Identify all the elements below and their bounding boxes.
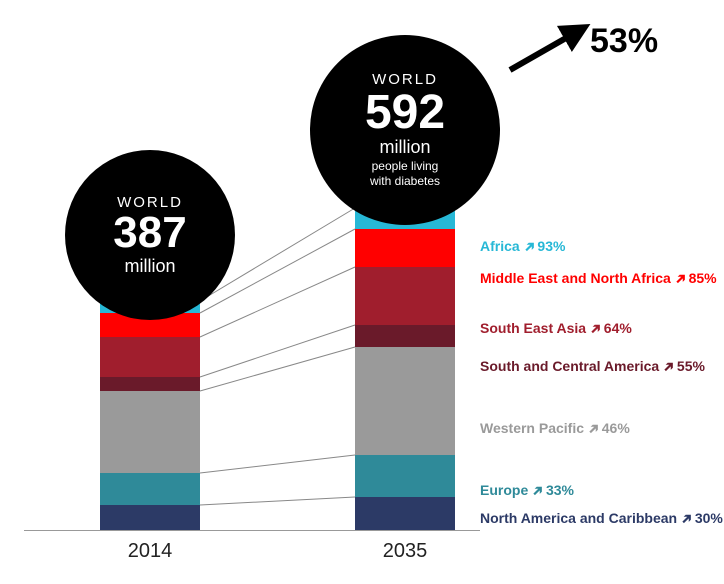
growth-percent: 53%: [590, 22, 658, 61]
legend-mena-pct: 85%: [689, 270, 717, 286]
year-2035: 2035: [355, 540, 455, 563]
legend-sca-pct: 55%: [677, 358, 705, 374]
legend-eur-label: Europe: [480, 482, 528, 498]
seg-sea: [355, 267, 455, 325]
legend-sea-label: South East Asia: [480, 320, 586, 336]
legend-sea-pct: 64%: [604, 320, 632, 336]
legend-nac: North America and Caribbean➔30%: [480, 510, 723, 527]
legend-sea: South East Asia➔64%: [480, 320, 632, 337]
bar-2014: [100, 295, 200, 530]
legend-afr: Africa➔93%: [480, 238, 565, 255]
x-axis: [24, 530, 480, 531]
legend-mena: Middle East and North Africa➔85%: [480, 270, 717, 287]
seg-wpac: [355, 347, 455, 455]
seg-sca: [100, 377, 200, 391]
circle-2014-number: 387: [113, 210, 186, 256]
seg-nac: [100, 505, 200, 530]
legend-eur: Europe➔33%: [480, 482, 574, 499]
legend-nac-label: North America and Caribbean: [480, 510, 677, 526]
seg-eur: [355, 455, 455, 497]
legend-wpac: Western Pacific➔46%: [480, 420, 630, 437]
seg-nac: [355, 497, 455, 530]
year-2014: 2014: [100, 540, 200, 563]
legend-afr-pct: 93%: [537, 238, 565, 254]
seg-eur: [100, 473, 200, 505]
legend-wpac-label: Western Pacific: [480, 420, 584, 436]
bar-2035: [355, 208, 455, 530]
legend-sca-label: South and Central America: [480, 358, 659, 374]
seg-wpac: [100, 391, 200, 473]
legend-mena-label: Middle East and North Africa: [480, 270, 671, 286]
legend-nac-pct: 30%: [695, 510, 723, 526]
legend-afr-label: Africa: [480, 238, 520, 254]
seg-sea: [100, 337, 200, 377]
legend-wpac-pct: 46%: [602, 420, 630, 436]
seg-mena: [355, 229, 455, 267]
legend-eur-pct: 33%: [546, 482, 574, 498]
circle-2014-unit: million: [124, 257, 175, 276]
seg-sca: [355, 325, 455, 347]
legend-sca: South and Central America➔55%: [480, 358, 705, 375]
